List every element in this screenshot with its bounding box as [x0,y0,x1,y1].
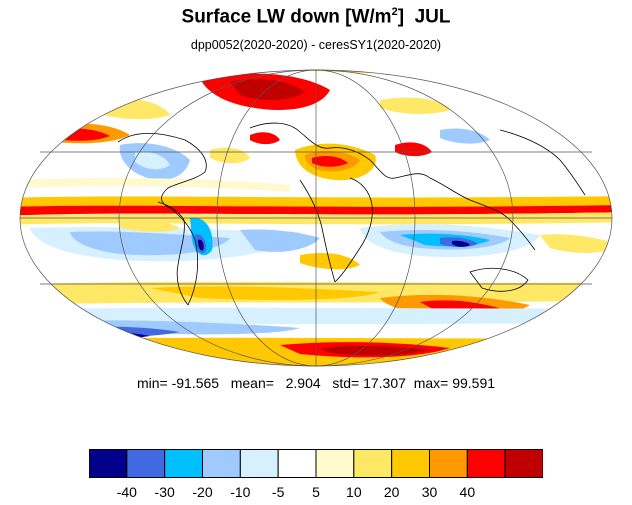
colorbar-tick-label: 5 [312,484,320,500]
colorbar-swatch [504,449,543,478]
colorbar-swatch [126,449,166,478]
colorbar-tick-label: -40 [116,484,137,500]
colorbar [89,449,543,478]
colorbar-swatch [277,449,317,478]
world-difference-map [19,69,613,367]
graticule [19,69,613,367]
colorbar-tick-label: -10 [230,484,251,500]
colorbar-swatch [202,449,241,478]
colorbar-swatch [164,449,203,478]
colorbar-swatch [429,449,468,478]
colorbar-swatch [239,449,279,478]
stats-line: min= -91.565 mean= 2.904 std= 17.307 max… [136,375,496,391]
colorbar-tick-label: -5 [271,484,285,500]
colorbar-swatch [89,449,128,478]
colorbar-swatch [466,449,506,478]
colorbar-tick-label: -30 [154,484,175,500]
colorbar-tick-label: 30 [421,484,438,500]
colorbar-tick-label: 10 [346,484,362,500]
colorbar-swatch [353,449,393,478]
colorbar-swatch [391,449,430,478]
colorbar-tick-label: -20 [192,484,213,500]
plot-title: Surface LW down [W/m2] JUL [181,6,451,28]
plot-subtitle: dpp0052(2020-2020) - ceresSY1(2020-2020) [190,38,442,52]
colorbar-tick-label: 40 [459,484,476,500]
colorbar-tick-label: 20 [383,484,400,500]
coastlines [117,122,586,306]
colorbar-swatch [315,449,355,478]
